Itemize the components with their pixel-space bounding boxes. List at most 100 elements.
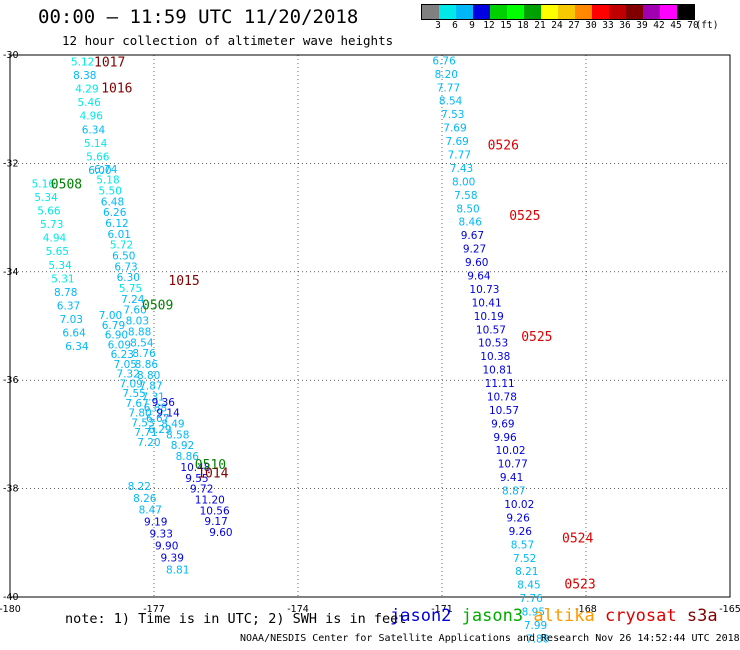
wave-height-point: 4.29 (75, 84, 98, 96)
wave-height-point: 7.32 (117, 369, 140, 381)
wave-height-point: 7.55 (122, 388, 145, 400)
wave-height-point: 8.58 (166, 429, 189, 441)
wave-height-point: 9.96 (493, 432, 517, 444)
wave-height-point: 6.90 (105, 330, 128, 342)
pass-time-label: 0526 (488, 138, 519, 153)
wave-height-point: 7.87 (139, 381, 162, 393)
color-scale-label: 45 (670, 20, 682, 31)
color-swatch (677, 5, 694, 19)
pass-time-label: 1016 (101, 82, 132, 97)
wave-height-point: 7.31 (141, 391, 164, 403)
wave-height-point: 8.92 (171, 440, 194, 452)
legend-entry-cryosat: cryosat (604, 606, 687, 626)
wave-height-point: 8.57 (511, 539, 534, 551)
wave-height-point: 5.73 (40, 219, 63, 231)
wave-height-point: 7.52 (513, 553, 536, 565)
color-scale-label: 70 (687, 20, 699, 31)
wave-height-point: 8.38 (73, 70, 96, 82)
wave-height-point: 7.88 (526, 633, 549, 645)
color-swatch (507, 5, 524, 19)
wave-height-point: 6.88 (144, 402, 167, 414)
wave-height-point: 5.72 (110, 240, 133, 252)
wave-height-point: 6.48 (101, 196, 124, 208)
wave-height-point: 10.02 (496, 445, 526, 457)
map-frame (9, 54, 731, 598)
legend-entry-s3a: s3a (686, 606, 718, 626)
wave-height-point: 4.94 (43, 233, 67, 245)
pass-time-label: 0525 (521, 330, 552, 345)
wave-height-point: 8.54 (130, 337, 154, 349)
wave-height-point: 10.78 (487, 391, 517, 403)
color-scale-label: (ft) (695, 20, 719, 31)
color-scale-label: 33 (602, 20, 614, 31)
wave-height-point: 10.73 (469, 284, 499, 296)
wave-height-point: 6.26 (103, 207, 127, 219)
wave-height-point: 6.01 (108, 229, 131, 241)
color-scale-label: 27 (568, 20, 580, 31)
color-swatch (456, 5, 473, 19)
color-swatch (643, 5, 660, 19)
wave-height-point: 10.41 (472, 297, 502, 309)
wave-height-point: 8.47 (139, 505, 162, 517)
wave-height-point: 6.37 (57, 300, 80, 312)
wave-height-point: 9.90 (155, 541, 178, 553)
wave-height-point: 9.19 (144, 517, 167, 529)
wave-height-point: 9.55 (185, 473, 208, 485)
wave-height-point: 10.56 (200, 505, 230, 517)
wave-height-point: 9.60 (465, 257, 488, 269)
color-swatch (439, 5, 456, 19)
color-swatch (660, 5, 677, 19)
wave-height-point: 5.18 (96, 175, 119, 187)
wave-height-point: 6.29 (148, 424, 171, 436)
wave-height-point: 10.57 (476, 324, 506, 336)
color-swatch (473, 5, 490, 19)
wave-height-point: 10.57 (489, 405, 519, 417)
wave-height-point: 5.34 (34, 192, 58, 204)
pass-time-label: 0509 (142, 298, 173, 313)
y-tick-label: -30 (3, 50, 19, 61)
wave-height-point: 7.77 (448, 150, 471, 162)
wave-height-point: 6.50 (112, 251, 135, 263)
wave-height-point: 6.34 (65, 341, 89, 353)
color-swatch (626, 5, 643, 19)
wave-height-point: 9.26 (506, 512, 530, 524)
satellite-legend: jason2 jason3 altika cryosat s3a (390, 606, 718, 626)
wave-height-point: 5.16 (32, 178, 56, 190)
wave-height-point: 6.67 (146, 413, 169, 425)
wave-height-point: 9.60 (209, 527, 232, 539)
wave-height-point: 5.46 (77, 97, 101, 109)
wave-height-point: 5.31 (51, 273, 74, 285)
x-tick-label: -174 (287, 604, 309, 615)
color-scale-bar (421, 4, 695, 20)
wave-height-point: 10.81 (482, 365, 512, 377)
wave-height-point: 9.64 (467, 270, 491, 282)
wave-height-point: 10.48 (180, 462, 210, 474)
wave-height-point: 6.79 (102, 320, 125, 332)
wave-height-point: 9.17 (204, 516, 227, 528)
wave-height-point: 6.00 (88, 165, 111, 177)
wave-height-point: 8.45 (517, 580, 540, 592)
wave-height-point: 10.77 (498, 459, 528, 471)
wave-height-point: 8.81 (166, 564, 189, 576)
x-tick-label: -171 (431, 604, 453, 615)
color-scale-label: 3 (435, 20, 441, 31)
x-tick-label: -177 (143, 604, 165, 615)
color-swatch (609, 5, 626, 19)
pass-time-label: 1017 (94, 56, 125, 71)
color-scale-label: 18 (517, 20, 529, 31)
wave-height-point: 9.39 (161, 552, 184, 564)
wave-height-point: 8.20 (435, 69, 458, 81)
color-swatch (490, 5, 507, 19)
wave-height-point: 8.54 (439, 96, 463, 108)
pass-time-label: 0523 (564, 577, 595, 592)
wave-height-point: 7.09 (119, 378, 142, 390)
legend-entry-altika: altika (533, 606, 605, 626)
wave-height-point: 10.53 (478, 338, 508, 350)
wave-height-point: 8.78 (54, 287, 77, 299)
wave-height-point: 8.80 (137, 370, 160, 382)
wave-height-point: 9.26 (509, 526, 533, 538)
color-scale-label: 24 (551, 20, 563, 31)
wave-height-point: 5.75 (119, 283, 142, 295)
wave-height-point: 7.53 (131, 417, 154, 429)
color-scale-label: 30 (585, 20, 597, 31)
